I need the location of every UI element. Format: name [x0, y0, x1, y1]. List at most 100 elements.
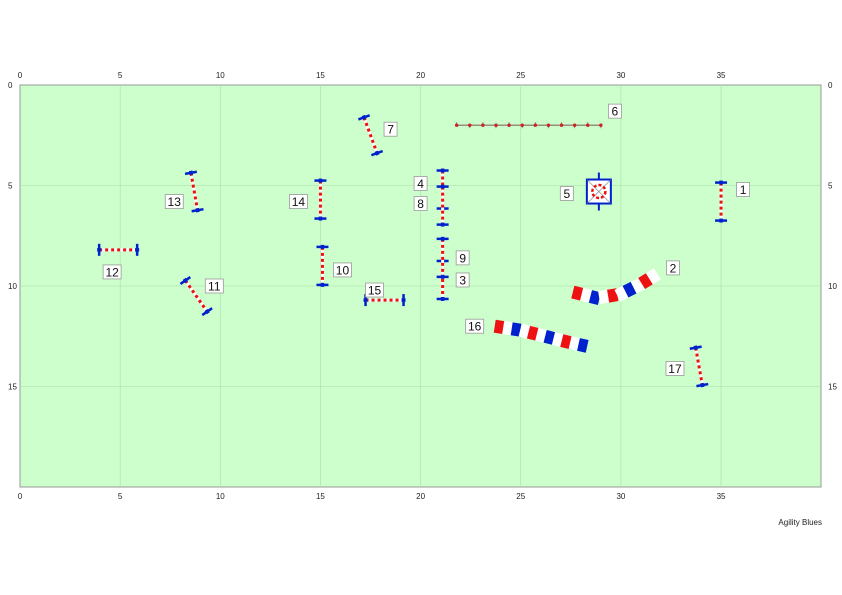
- number-box: [455, 250, 470, 266]
- number-box: [465, 318, 485, 334]
- obstacle-number-2: 2: [666, 260, 680, 275]
- number-text: 5: [563, 187, 570, 201]
- number-text: 1: [740, 183, 747, 197]
- weave-pole: [468, 123, 472, 127]
- jump-end: [693, 345, 698, 350]
- jump-1: [715, 180, 728, 223]
- jump-15: [363, 294, 406, 307]
- number-box: [164, 194, 184, 209]
- number-box: [455, 272, 470, 288]
- obstacle-number-10: 10: [333, 262, 352, 278]
- number-text: 8: [417, 197, 424, 211]
- x-tick-label-bottom: 20: [416, 492, 425, 501]
- table-diagonal: [586, 179, 612, 204]
- tunnel-segment: [638, 273, 653, 290]
- x-tick-label-top: 20: [416, 71, 425, 80]
- tunnel-segment: [614, 285, 629, 302]
- tunnel-segment: [543, 330, 556, 345]
- number-text: 16: [468, 320, 482, 334]
- y-tick-label-right: 15: [828, 383, 837, 392]
- number-text: 3: [459, 273, 466, 287]
- obstacle-number-15: 15: [365, 282, 384, 298]
- tunnel-segment: [645, 268, 661, 285]
- jump-bar: [362, 116, 379, 154]
- jump-end: [195, 207, 200, 213]
- x-tick-label-top: 5: [118, 71, 123, 80]
- number-text: 7: [387, 123, 394, 137]
- weave-pole: [559, 123, 564, 127]
- weave-poles-6: [454, 122, 603, 129]
- tunnel-segment: [571, 285, 584, 301]
- number-box: [333, 262, 352, 278]
- tunnel-segment: [551, 332, 564, 347]
- x-tick-label-top: 30: [616, 71, 625, 80]
- number-box: [204, 278, 224, 294]
- tunnel-segment: [598, 289, 610, 305]
- brand-label: Agility Blues: [778, 518, 822, 527]
- x-tick-label-top: 10: [216, 71, 225, 80]
- jump-7: [357, 114, 384, 157]
- number-text: 13: [168, 195, 182, 209]
- number-box: [413, 196, 428, 211]
- x-tick-label-top: 0: [18, 71, 23, 80]
- x-tick-label-top: 35: [717, 71, 726, 80]
- jump-8: [436, 184, 449, 227]
- jump-17: [689, 345, 709, 388]
- tunnel-16: [493, 319, 589, 353]
- tunnel-segment: [560, 334, 572, 349]
- obstacle-number-13: 13: [164, 194, 184, 209]
- number-text: 15: [368, 284, 382, 298]
- tunnel-segment: [588, 290, 602, 306]
- weave-pole: [481, 123, 485, 127]
- pause-table-5: [585, 172, 612, 211]
- obstacle-number-11: 11: [204, 278, 224, 294]
- tunnel-segment: [580, 287, 593, 303]
- table-ring: [591, 183, 607, 200]
- x-tick-label-bottom: 25: [516, 492, 525, 501]
- jump-10: [316, 244, 329, 287]
- jump-12: [97, 243, 140, 256]
- number-box: [607, 103, 622, 119]
- obstacle-number-9: 9: [455, 250, 470, 266]
- x-tick-label-top: 25: [516, 71, 525, 80]
- y-tick-label-left: 5: [8, 182, 13, 191]
- jump-end: [188, 170, 194, 176]
- y-tick-label-right: 10: [828, 282, 837, 291]
- tunnel-segment: [502, 321, 513, 336]
- number-text: 14: [292, 195, 306, 209]
- jump-bar: [694, 347, 704, 386]
- weave-pole: [586, 123, 590, 127]
- weave-pole: [572, 123, 577, 127]
- jump-end: [374, 150, 380, 156]
- number-box: [289, 194, 308, 209]
- tunnel-2: [571, 268, 661, 306]
- jump-end: [361, 114, 367, 120]
- y-tick-label-left: 0: [8, 81, 13, 90]
- number-text: 12: [105, 265, 119, 279]
- jump-end: [204, 308, 210, 315]
- obstacle-number-5: 5: [559, 186, 574, 201]
- obstacle-number-1: 1: [736, 182, 750, 197]
- tunnel-segment: [510, 322, 522, 337]
- weave-pole: [546, 123, 551, 127]
- y-tick-label-right: 0: [828, 81, 833, 90]
- tunnel-segment: [518, 323, 531, 339]
- x-tick-label-bottom: 30: [616, 492, 625, 501]
- x-tick-label-bottom: 35: [717, 492, 726, 501]
- number-text: 9: [459, 251, 466, 265]
- weave-pole: [533, 123, 538, 127]
- obstacle-number-12: 12: [102, 264, 122, 280]
- number-box: [665, 361, 685, 376]
- obstacle-number-7: 7: [383, 121, 398, 137]
- tunnel-segment: [493, 319, 505, 334]
- x-tick-label-bottom: 10: [216, 492, 225, 501]
- number-box: [102, 264, 122, 280]
- x-tick-label-top: 15: [316, 71, 325, 80]
- jump-14: [314, 178, 327, 221]
- obstacle-number-6: 6: [607, 103, 622, 119]
- number-box: [559, 186, 574, 201]
- number-text: 10: [336, 263, 350, 277]
- obstacle-number-4: 4: [413, 176, 428, 191]
